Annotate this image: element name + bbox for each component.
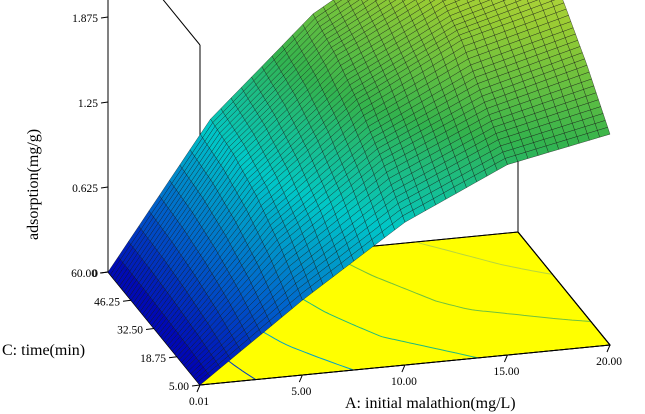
y-tick-label-4: 60.00: [71, 268, 97, 280]
frame-front-edge-1: [517, 231, 611, 346]
surface-cell: [333, 0, 342, 5]
y-axis-title: C: time(min): [2, 342, 85, 359]
x-tick-0: [196, 384, 201, 393]
x-tick-4: [606, 344, 611, 353]
z-tick-label-0: 0: [92, 268, 98, 280]
x-tick-label-3: 15.00: [494, 366, 520, 378]
y-tick-3: [122, 299, 132, 302]
x-tick-label-1: 5.00: [291, 386, 311, 398]
y-tick-label-3: 46.25: [94, 296, 120, 308]
surface-cell: [597, 127, 611, 138]
z-tick-1: [100, 186, 109, 189]
frame-front-edge-0: [199, 344, 611, 386]
axis-ticks: 00.6251.251.8752.50.015.0010.0015.0020.0…: [71, 13, 622, 408]
y-tick-label-0: 5.00: [169, 381, 189, 393]
x-tick-label-0: 0.01: [189, 396, 209, 408]
response-surface-mesh: [107, 0, 611, 386]
z-tick-2: [100, 101, 109, 104]
surface-cell: [361, 0, 369, 4]
y-tick-label-2: 32.50: [117, 325, 143, 337]
z-axis-title: adsorption(mg/g): [25, 129, 42, 240]
y-tick-0: [191, 384, 201, 387]
x-tick-label-4: 20.00: [596, 356, 622, 368]
z-tick-label-2: 1.25: [78, 98, 98, 110]
x-tick-label-2: 10.00: [391, 376, 417, 388]
x-tick-1: [298, 374, 303, 383]
y-tick-2: [145, 328, 155, 330]
z-tick-label-1: 0.625: [72, 183, 98, 195]
frame-edge-4: [162, 0, 201, 46]
floor-contour-4: [416, 241, 553, 275]
x-tick-3: [503, 354, 508, 363]
z-tick-label-3: 1.875: [72, 13, 98, 25]
z-tick-3: [100, 16, 109, 19]
x-axis-title: A: initial malathion(mg/L): [345, 395, 516, 412]
x-tick-2: [401, 364, 406, 373]
y-tick-label-1: 18.75: [140, 353, 166, 365]
surface-cell: [388, 0, 397, 4]
y-tick-1: [168, 356, 178, 359]
y-tick-4: [99, 271, 109, 274]
